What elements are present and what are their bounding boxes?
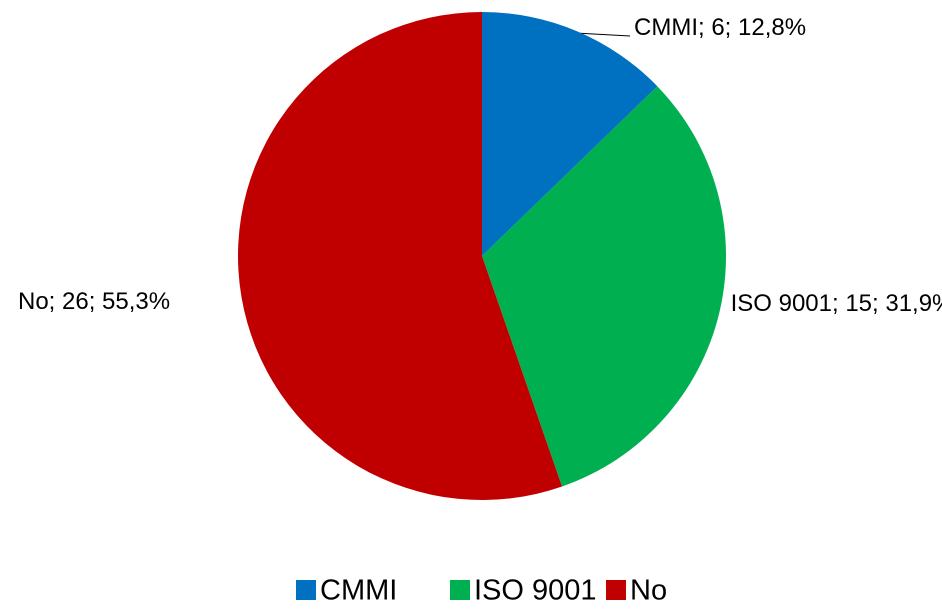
legend-swatch [606,580,626,600]
data-label: CMMI; 6; 12,8% [634,14,807,41]
leader-line [574,32,631,37]
data-label: ISO 9001; 15; 31,9% [730,290,942,317]
legend-label: ISO 9001 [474,575,597,607]
legend-label: CMMI [320,575,397,607]
legend-swatch [450,580,470,600]
legend-label: No [630,575,667,607]
pie-slice [482,12,658,256]
legend-swatch [296,580,316,600]
data-label: No; 26; 55,3% [18,288,171,315]
pie-slice [482,86,727,487]
pie-slice [237,12,563,500]
